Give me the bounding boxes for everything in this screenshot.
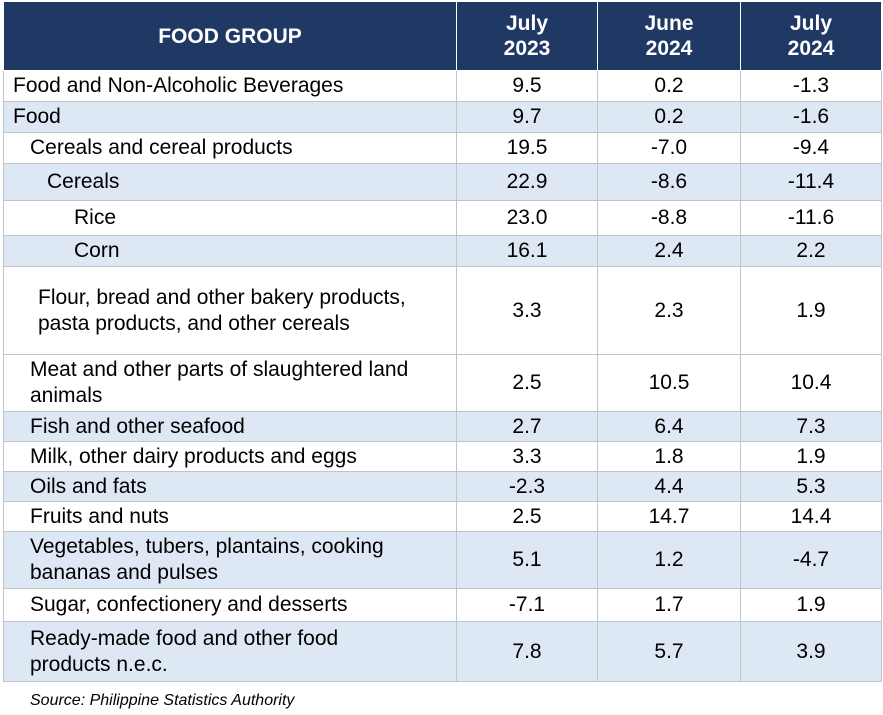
header-july-2023: July 2023 (456, 1, 598, 71)
value-june-2024: 6.4 (597, 411, 741, 442)
value-july-2023: 9.5 (456, 70, 598, 102)
row-label: Cereals and cereal products (3, 132, 457, 164)
value-july-2024: 1.9 (740, 588, 882, 622)
value-june-2024: 1.8 (597, 441, 741, 472)
table-row: Fish and other seafood 2.7 6.4 7.3 (3, 411, 882, 442)
row-label: Rice (3, 200, 457, 236)
value-june-2024: -8.6 (597, 163, 741, 201)
table-row: Milk, other dairy products and eggs 3.3 … (3, 441, 882, 472)
table-row: Rice 23.0 -8.8 -11.6 (3, 200, 882, 236)
value-june-2024: 10.5 (597, 354, 741, 412)
value-july-2024: 3.9 (740, 621, 882, 682)
row-label: Fish and other seafood (3, 411, 457, 442)
value-july-2024: 2.2 (740, 235, 882, 267)
value-june-2024: 0.2 (597, 101, 741, 133)
table-row: Ready-made food and other food products … (3, 621, 882, 682)
table-row: Meat and other parts of slaughtered land… (3, 354, 882, 412)
value-july-2024: -9.4 (740, 132, 882, 164)
value-july-2023: 16.1 (456, 235, 598, 267)
table-row: Vegetables, tubers, plantains, cooking b… (3, 531, 882, 589)
header-col2-line1: June (644, 12, 694, 35)
value-july-2023: 19.5 (456, 132, 598, 164)
value-july-2023: 2.7 (456, 411, 598, 442)
value-june-2024: -7.0 (597, 132, 741, 164)
value-july-2023: 7.8 (456, 621, 598, 682)
source-note: Source: Philippine Statistics Authority (30, 692, 295, 709)
table-row: Sugar, confectionery and desserts -7.1 1… (3, 588, 882, 622)
value-july-2024: 5.3 (740, 471, 882, 502)
header-col1-line2: 2023 (503, 37, 551, 60)
header-june-2024: June 2024 (597, 1, 741, 71)
value-june-2024: 1.7 (597, 588, 741, 622)
value-july-2024: 1.9 (740, 441, 882, 472)
value-july-2024: 7.3 (740, 411, 882, 442)
row-label: Fruits and nuts (3, 501, 457, 532)
food-inflation-table: FOOD GROUP July 2023 June 2024 July 2024… (3, 1, 882, 682)
row-label: Flour, bread and other bakery products, … (3, 266, 457, 355)
row-label: Cereals (3, 163, 457, 201)
value-july-2024: -11.6 (740, 200, 882, 236)
value-july-2024: -4.7 (740, 531, 882, 589)
value-july-2023: -7.1 (456, 588, 598, 622)
row-label: Oils and fats (3, 471, 457, 502)
header-july-2024: July 2024 (740, 1, 882, 71)
table-row: Fruits and nuts 2.5 14.7 14.4 (3, 501, 882, 532)
row-label: Ready-made food and other food products … (3, 621, 457, 682)
value-july-2023: 3.3 (456, 266, 598, 355)
value-july-2024: -11.4 (740, 163, 882, 201)
row-label: Food (3, 101, 457, 133)
value-july-2023: 2.5 (456, 501, 598, 532)
value-july-2023: 23.0 (456, 200, 598, 236)
row-label: Sugar, confectionery and desserts (3, 588, 457, 622)
value-july-2023: -2.3 (456, 471, 598, 502)
inflation-table-container: FOOD GROUP July 2023 June 2024 July 2024… (3, 1, 882, 682)
value-june-2024: 2.4 (597, 235, 741, 267)
table-row: Flour, bread and other bakery products, … (3, 266, 882, 355)
value-june-2024: -8.8 (597, 200, 741, 236)
table-header-row: FOOD GROUP July 2023 June 2024 July 2024 (3, 1, 882, 71)
row-label: Meat and other parts of slaughtered land… (3, 354, 457, 412)
row-label: Corn (3, 235, 457, 267)
value-july-2024: -1.3 (740, 70, 882, 102)
value-june-2024: 4.4 (597, 471, 741, 502)
value-june-2024: 2.3 (597, 266, 741, 355)
header-col3-line1: July (789, 12, 833, 35)
value-july-2023: 22.9 (456, 163, 598, 201)
table-row: Food and Non-Alcoholic Beverages 9.5 0.2… (3, 70, 882, 102)
row-label: Food and Non-Alcoholic Beverages (3, 70, 457, 102)
header-col3-line2: 2024 (787, 37, 835, 60)
value-july-2023: 9.7 (456, 101, 598, 133)
value-june-2024: 1.2 (597, 531, 741, 589)
header-food-group: FOOD GROUP (3, 1, 457, 71)
value-june-2024: 5.7 (597, 621, 741, 682)
value-july-2023: 5.1 (456, 531, 598, 589)
value-july-2023: 3.3 (456, 441, 598, 472)
row-label: Milk, other dairy products and eggs (3, 441, 457, 472)
value-june-2024: 14.7 (597, 501, 741, 532)
row-label: Vegetables, tubers, plantains, cooking b… (3, 531, 457, 589)
table-row: Food 9.7 0.2 -1.6 (3, 101, 882, 133)
value-july-2023: 2.5 (456, 354, 598, 412)
table-row: Corn 16.1 2.4 2.2 (3, 235, 882, 267)
value-july-2024: 1.9 (740, 266, 882, 355)
value-june-2024: 0.2 (597, 70, 741, 102)
header-food-group-label: FOOD GROUP (158, 24, 302, 48)
header-col1-line1: July (505, 12, 549, 35)
table-row: Cereals 22.9 -8.6 -11.4 (3, 163, 882, 201)
value-july-2024: 14.4 (740, 501, 882, 532)
value-july-2024: -1.6 (740, 101, 882, 133)
table-row: Oils and fats -2.3 4.4 5.3 (3, 471, 882, 502)
value-july-2024: 10.4 (740, 354, 882, 412)
table-row: Cereals and cereal products 19.5 -7.0 -9… (3, 132, 882, 164)
header-col2-line2: 2024 (645, 37, 693, 60)
